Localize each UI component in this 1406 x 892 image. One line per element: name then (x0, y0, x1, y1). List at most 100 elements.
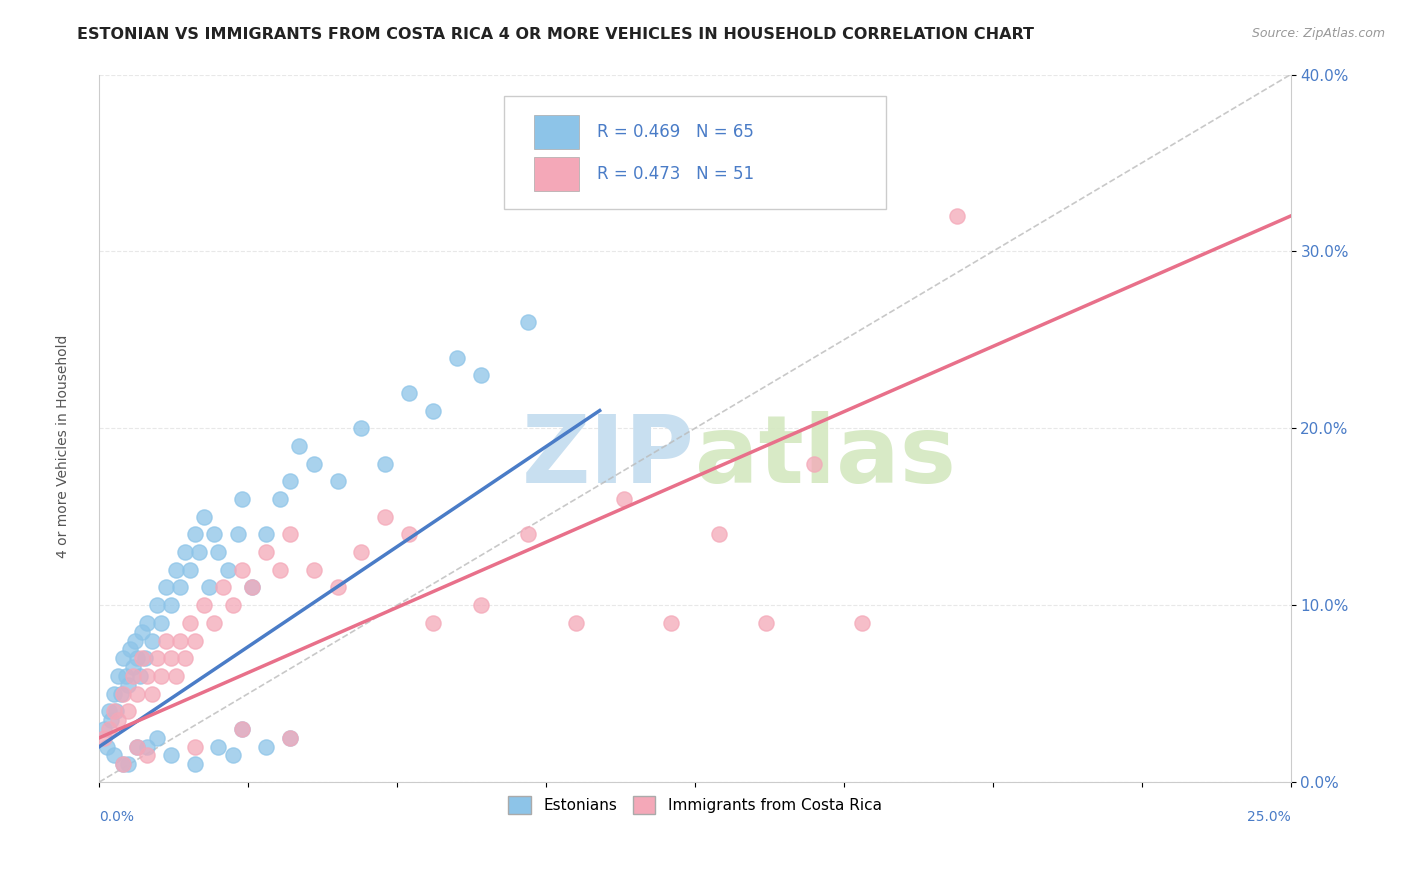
Point (117, 678, 139, 692)
Point (422, 403, 444, 417)
Point (565, 615, 588, 630)
Point (288, 439, 311, 453)
FancyBboxPatch shape (534, 115, 579, 149)
Point (127, 651, 149, 665)
Point (128, 669, 150, 683)
Point (240, 581, 263, 595)
Point (121, 660, 143, 674)
Point (226, 527, 249, 541)
Point (193, 598, 215, 612)
Point (127, 739, 149, 754)
Point (179, 615, 201, 630)
Point (183, 633, 205, 648)
Point (136, 669, 159, 683)
FancyBboxPatch shape (534, 157, 579, 191)
Point (141, 687, 163, 701)
Point (422, 615, 444, 630)
Point (254, 545, 277, 559)
Point (278, 731, 301, 745)
Point (120, 642, 142, 657)
Point (659, 615, 682, 630)
Point (302, 563, 325, 577)
Point (112, 687, 135, 701)
Point (398, 385, 420, 400)
Point (326, 475, 349, 489)
Text: R = 0.473   N = 51: R = 0.473 N = 51 (598, 165, 755, 183)
Text: ESTONIAN VS IMMIGRANTS FROM COSTA RICA 4 OR MORE VEHICLES IN HOUSEHOLD CORRELATI: ESTONIAN VS IMMIGRANTS FROM COSTA RICA 4… (77, 27, 1035, 42)
Point (93, 731, 115, 745)
Point (193, 509, 215, 524)
Point (174, 545, 197, 559)
Point (398, 527, 420, 541)
Point (240, 581, 263, 595)
Point (174, 651, 197, 665)
Point (217, 563, 239, 577)
Text: 25.0%: 25.0% (1247, 810, 1291, 824)
Point (470, 368, 492, 383)
Point (136, 748, 159, 763)
Point (136, 739, 159, 754)
Point (169, 633, 191, 648)
Point (103, 704, 125, 718)
Point (470, 598, 492, 612)
Point (188, 545, 211, 559)
Point (222, 598, 245, 612)
Point (212, 581, 235, 595)
Point (350, 545, 373, 559)
Point (374, 457, 396, 471)
Point (117, 704, 139, 718)
Point (254, 739, 277, 754)
Point (124, 633, 146, 648)
Point (112, 757, 135, 772)
Point (231, 563, 253, 577)
Point (127, 687, 149, 701)
Legend: Estonians, Immigrants from Costa Rica: Estonians, Immigrants from Costa Rica (502, 789, 887, 821)
Point (117, 757, 139, 772)
Point (160, 598, 183, 612)
Point (160, 651, 183, 665)
Point (231, 722, 253, 736)
Point (755, 615, 778, 630)
Point (183, 739, 205, 754)
Point (278, 527, 301, 541)
Point (112, 651, 135, 665)
Point (269, 563, 291, 577)
Point (110, 687, 132, 701)
Point (131, 624, 153, 639)
Point (222, 748, 245, 763)
FancyBboxPatch shape (505, 95, 886, 209)
Point (231, 722, 253, 736)
Point (269, 491, 291, 506)
Text: 4 or more Vehicles in Household: 4 or more Vehicles in Household (56, 334, 70, 558)
Text: R = 0.469   N = 65: R = 0.469 N = 65 (598, 123, 754, 141)
Point (121, 669, 143, 683)
Point (112, 757, 135, 772)
Point (145, 731, 167, 745)
Point (707, 527, 730, 541)
Point (207, 545, 229, 559)
Point (565, 156, 588, 170)
Point (96, 739, 118, 754)
Point (127, 739, 149, 754)
Point (100, 713, 122, 727)
Point (131, 651, 153, 665)
Point (183, 527, 205, 541)
Point (141, 633, 163, 648)
Point (851, 615, 873, 630)
Point (103, 748, 125, 763)
Point (803, 457, 825, 471)
Point (517, 315, 540, 329)
Point (160, 748, 183, 763)
Point (946, 209, 969, 223)
Point (145, 651, 167, 665)
Point (165, 563, 187, 577)
Point (93, 722, 115, 736)
Point (612, 491, 634, 506)
Point (155, 581, 177, 595)
Point (231, 491, 253, 506)
Point (446, 351, 468, 365)
Point (155, 633, 177, 648)
Point (150, 615, 173, 630)
Text: 0.0%: 0.0% (100, 810, 135, 824)
Point (254, 527, 277, 541)
